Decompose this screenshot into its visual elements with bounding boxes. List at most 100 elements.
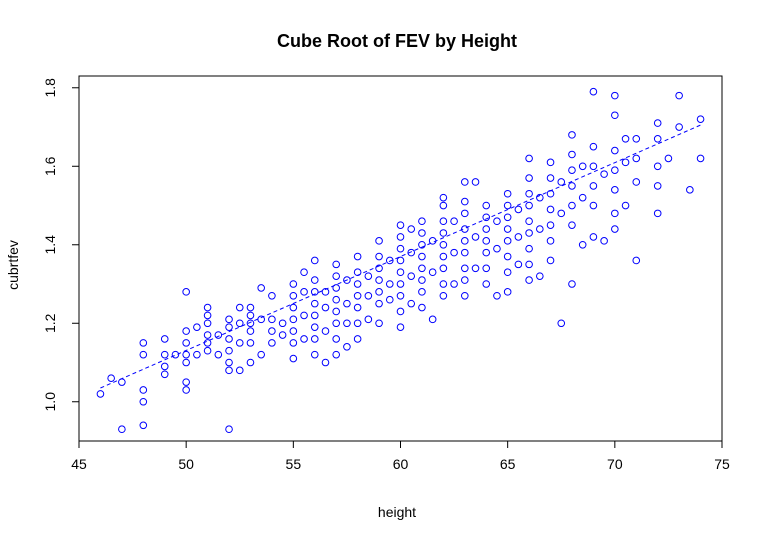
- x-tick-label: 75: [714, 456, 730, 472]
- data-point: [461, 178, 469, 186]
- data-point: [235, 339, 244, 347]
- data-point: [418, 252, 426, 261]
- data-point: [536, 193, 544, 202]
- data-point: [514, 233, 523, 241]
- data-point: [203, 331, 212, 339]
- data-point: [536, 225, 544, 233]
- data-point: [611, 111, 619, 120]
- x-tick-label: 65: [500, 456, 516, 472]
- data-point: [503, 237, 512, 245]
- data-point: [461, 291, 469, 300]
- data-point: [621, 158, 630, 167]
- data-point: [353, 268, 362, 277]
- data-point: [310, 323, 319, 331]
- data-point: [611, 91, 619, 100]
- data-point: [375, 252, 383, 261]
- data-point: [439, 240, 448, 249]
- data-point: [439, 291, 448, 300]
- data-point: [182, 339, 190, 347]
- data-point: [300, 268, 308, 277]
- data-point: [289, 280, 298, 288]
- data-point: [310, 311, 319, 320]
- data-point: [160, 350, 169, 359]
- data-point: [332, 319, 341, 328]
- data-point: [696, 154, 705, 163]
- data-point: [407, 225, 416, 233]
- data-point: [139, 421, 148, 430]
- data-point: [278, 319, 287, 328]
- data-point: [396, 233, 405, 241]
- data-point: [332, 295, 341, 304]
- fit-line-layer: [100, 124, 701, 389]
- data-point: [675, 123, 683, 131]
- data-point: [525, 189, 533, 198]
- data-point: [385, 256, 394, 265]
- data-point: [686, 186, 694, 194]
- data-point: [364, 315, 373, 324]
- data-point: [321, 358, 330, 367]
- data-point: [139, 350, 148, 359]
- data-point: [118, 378, 126, 386]
- data-point: [182, 358, 190, 367]
- data-point: [396, 323, 405, 331]
- data-point: [289, 327, 298, 335]
- data-point: [578, 193, 587, 202]
- data-point: [257, 284, 265, 292]
- data-point: [353, 252, 362, 261]
- data-point: [118, 425, 126, 434]
- data-point: [139, 397, 148, 406]
- data-point: [578, 162, 587, 171]
- points-layer: [96, 87, 705, 434]
- data-point: [546, 205, 555, 214]
- data-point: [203, 303, 212, 312]
- data-point: [461, 276, 469, 284]
- data-point: [482, 201, 491, 210]
- data-point: [557, 319, 566, 328]
- data-point: [246, 311, 255, 320]
- data-point: [375, 276, 383, 284]
- data-point: [514, 205, 523, 214]
- data-point: [482, 264, 491, 273]
- data-point: [450, 280, 458, 288]
- data-point: [653, 182, 662, 190]
- data-point: [396, 291, 405, 300]
- y-tick-label: 1.4: [42, 235, 58, 255]
- data-point: [653, 209, 662, 218]
- data-point: [268, 315, 276, 324]
- data-point: [160, 362, 169, 371]
- x-axis-label: height: [378, 504, 416, 520]
- data-point: [225, 358, 233, 367]
- data-point: [589, 162, 598, 171]
- data-point: [418, 229, 426, 237]
- data-point: [246, 303, 255, 312]
- data-point: [664, 154, 673, 163]
- data-point: [568, 131, 576, 139]
- data-point: [353, 291, 362, 300]
- data-point: [343, 343, 351, 351]
- data-point: [225, 366, 233, 375]
- data-point: [482, 225, 491, 233]
- data-point: [418, 264, 426, 273]
- x-tick-label: 55: [286, 456, 302, 472]
- data-point: [203, 339, 212, 347]
- data-point: [450, 217, 458, 226]
- data-point: [310, 350, 319, 359]
- data-point: [632, 256, 641, 265]
- data-point: [235, 366, 244, 375]
- data-point: [310, 335, 319, 343]
- data-point: [225, 323, 233, 331]
- data-point: [364, 291, 373, 300]
- data-point: [332, 307, 341, 316]
- data-point: [418, 217, 426, 226]
- data-point: [396, 256, 405, 265]
- data-point: [225, 425, 233, 434]
- data-point: [182, 350, 190, 359]
- data-point: [471, 264, 480, 273]
- data-point: [385, 295, 394, 304]
- data-point: [385, 280, 394, 288]
- data-point: [546, 221, 555, 229]
- data-point: [589, 233, 598, 241]
- data-point: [321, 303, 330, 312]
- data-point: [353, 280, 362, 288]
